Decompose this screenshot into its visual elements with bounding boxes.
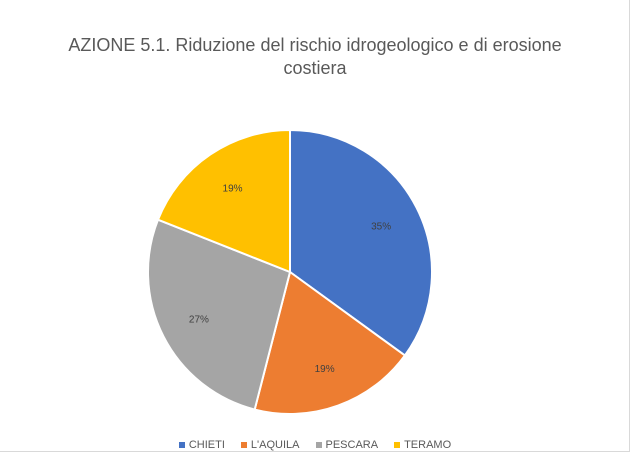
legend-item-pescara: PESCARA bbox=[315, 439, 379, 451]
legend-item-laquila: L'AQUILA bbox=[240, 439, 300, 451]
pie-slice-pescara bbox=[147, 218, 292, 411]
legend-label: L'AQUILA bbox=[250, 439, 300, 451]
legend-swatch bbox=[178, 442, 185, 448]
chart-title: AZIONE 5.1. Riduzione del rischio idroge… bbox=[68, 35, 562, 78]
legend-item-chieti: CHIETI bbox=[178, 439, 225, 451]
pie-slice-teramo bbox=[156, 128, 291, 274]
pie-slice-laquila bbox=[253, 270, 407, 415]
chart-legend: CHIETI L'AQUILA PESCARA TERAMO bbox=[0, 439, 630, 451]
legend-label: CHIETI bbox=[188, 439, 225, 451]
legend-swatch bbox=[394, 442, 401, 448]
data-label-chieti: 35% bbox=[371, 222, 391, 233]
pie-slice-chieti bbox=[289, 128, 433, 357]
legend-swatch bbox=[240, 442, 247, 448]
data-label-laquila: 19% bbox=[315, 364, 335, 375]
legend-label: PESCARA bbox=[325, 439, 379, 451]
legend-swatch bbox=[315, 442, 322, 448]
legend-label: TERAMO bbox=[404, 439, 452, 451]
data-label-teramo: 19% bbox=[223, 183, 243, 194]
data-label-pescara: 27% bbox=[189, 314, 209, 325]
legend-item-teramo: TERAMO bbox=[394, 439, 451, 451]
